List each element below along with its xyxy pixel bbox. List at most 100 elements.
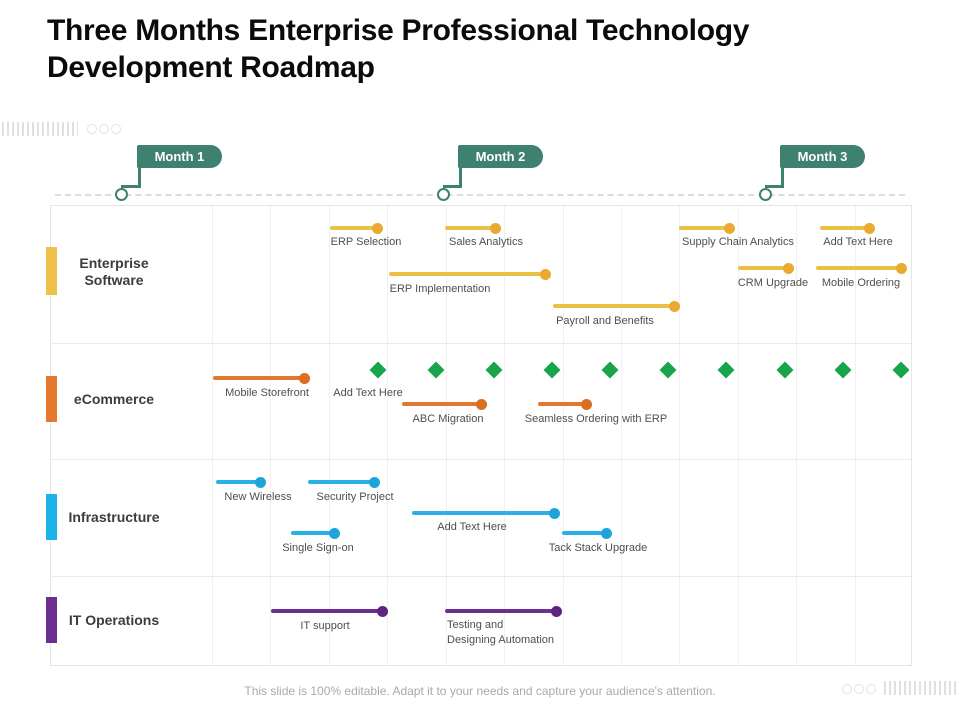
row-label: eCommerce — [73, 390, 155, 407]
row-accent-bar — [46, 597, 57, 643]
row-accent-bar — [46, 247, 57, 295]
task-bar — [445, 226, 495, 230]
grid-hline — [51, 576, 911, 577]
grid-vline — [212, 206, 213, 665]
task-label: ERP Implementation — [389, 283, 491, 295]
task-bar — [213, 376, 304, 380]
task-label: Tack Stack Upgrade — [548, 542, 648, 554]
task-label: Security Project — [316, 491, 394, 503]
task-endpoint-dot — [539, 268, 551, 280]
deco-dots-bottom-right — [842, 684, 876, 694]
dashed-timeline-line — [55, 194, 905, 196]
task-bar — [389, 272, 545, 276]
task-bar — [553, 304, 674, 308]
task-label: Add Text Here — [437, 521, 507, 533]
grid-vline — [679, 206, 681, 665]
task-label: New Wireless — [224, 491, 292, 503]
month-badge: Month 2 — [458, 145, 543, 168]
task-bar — [412, 511, 554, 515]
task-endpoint-dot — [368, 476, 380, 488]
task-bar — [271, 609, 382, 613]
month-connector-circle — [115, 188, 128, 201]
task-label: Add Text Here — [333, 387, 403, 399]
task-label: Seamless Ordering with ERP — [524, 413, 668, 425]
deco-circle — [866, 684, 876, 694]
month-connector-circle — [437, 188, 450, 201]
task-bar — [538, 402, 586, 406]
deco-dots-top-left — [87, 124, 121, 134]
deco-circle — [842, 684, 852, 694]
row-label-arrow: IT Operations — [57, 599, 187, 641]
footer-note: This slide is 100% editable. Adapt it to… — [244, 684, 716, 698]
task-bar — [402, 402, 481, 406]
grid-vline — [562, 206, 564, 665]
task-bar — [308, 480, 374, 484]
grid-vline — [854, 206, 856, 665]
task-endpoint-dot — [895, 262, 907, 274]
row-accent-bar — [46, 376, 57, 422]
slide-title: Three Months Enterprise Professional Tec… — [47, 14, 750, 84]
task-bar — [816, 266, 901, 270]
task-label: ERP Selection — [330, 236, 402, 248]
task-bar — [330, 226, 377, 230]
month-connector-stem-v — [138, 166, 141, 187]
task-endpoint-dot — [550, 605, 562, 617]
month-connector-stem-v — [781, 166, 784, 187]
task-label: ABC Migration — [412, 413, 484, 425]
month-badge: Month 1 — [137, 145, 222, 168]
task-label: Single Sign-on — [282, 542, 354, 554]
task-endpoint-dot — [548, 507, 560, 519]
deco-hatch-bottom-right — [884, 681, 958, 695]
row-label-arrow: Infrastructure — [57, 496, 187, 538]
task-label: Payroll and Benefits — [556, 315, 654, 327]
task-endpoint-dot — [782, 262, 794, 274]
month-badge: Month 3 — [780, 145, 865, 168]
task-endpoint-dot — [371, 222, 383, 234]
task-endpoint-dot — [475, 398, 487, 410]
task-label: Supply Chain Analytics — [682, 236, 794, 248]
grid-vline — [270, 206, 272, 665]
grid-vline — [387, 206, 389, 665]
deco-circle — [854, 684, 864, 694]
month-connector-stem-h — [443, 185, 462, 188]
deco-circle — [99, 124, 109, 134]
task-endpoint-dot — [489, 222, 501, 234]
deco-circle — [87, 124, 97, 134]
row-label-arrow: eCommerce — [57, 378, 187, 420]
row-accent-bar — [46, 494, 57, 540]
task-bar — [445, 609, 556, 613]
row-label: Infrastructure — [68, 508, 160, 525]
task-label: Mobile Ordering — [821, 277, 901, 289]
task-label: Mobile Storefront — [225, 387, 309, 399]
task-label: Sales Analytics — [449, 236, 523, 248]
task-endpoint-dot — [668, 300, 680, 312]
grid-vline — [620, 206, 622, 665]
task-endpoint-dot — [723, 222, 735, 234]
deco-circle — [111, 124, 121, 134]
deco-hatch-top-left — [2, 122, 78, 136]
task-label: Add Text Here — [823, 236, 893, 248]
month-connector-circle — [759, 188, 772, 201]
timeline-grid — [50, 205, 912, 666]
task-bar — [216, 480, 260, 484]
grid-vline — [504, 206, 506, 665]
task-label: Testing and Designing Automation — [447, 619, 555, 646]
row-label: IT Operations — [68, 611, 160, 628]
grid-vline — [737, 206, 739, 665]
grid-vline — [796, 206, 798, 665]
month-connector-stem-h — [121, 185, 141, 188]
task-bar — [738, 266, 788, 270]
task-bar — [291, 531, 334, 535]
task-endpoint-dot — [863, 222, 875, 234]
row-label: Enterprise — [79, 254, 149, 271]
task-bar — [679, 226, 729, 230]
task-bar — [820, 226, 869, 230]
task-endpoint-dot — [376, 605, 388, 617]
task-endpoint-dot — [254, 476, 266, 488]
task-endpoint-dot — [580, 398, 592, 410]
row-label-arrow: Enterprise Software — [57, 249, 187, 294]
month-connector-stem-v — [459, 166, 462, 187]
task-label: CRM Upgrade — [737, 277, 809, 289]
task-bar — [562, 531, 606, 535]
